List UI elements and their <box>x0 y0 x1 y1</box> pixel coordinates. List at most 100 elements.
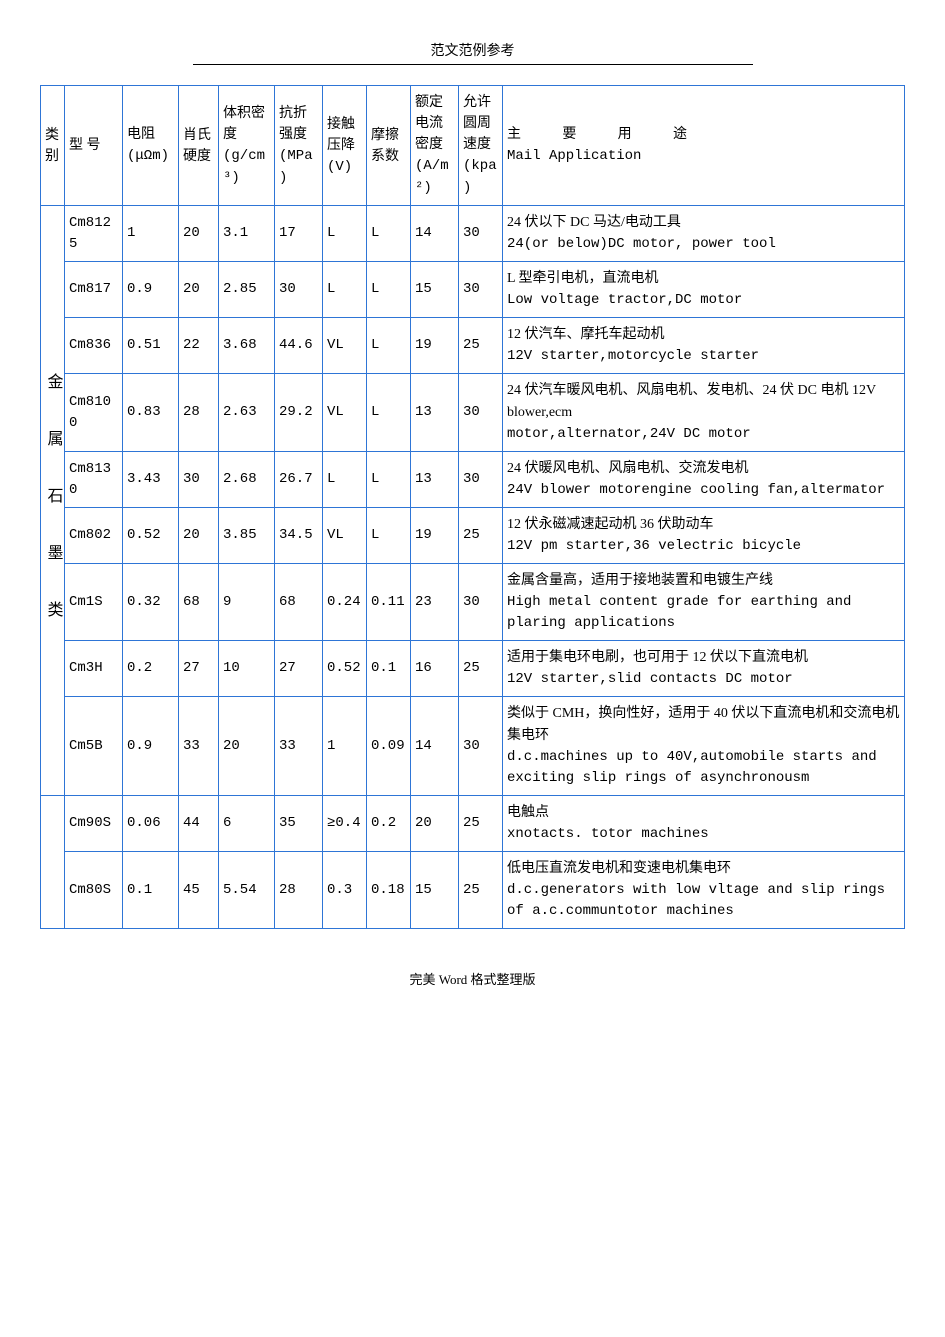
cell-current: 13 <box>411 374 459 452</box>
cell-app: 低电压直流发电机和变速电机集电环 d.c.generators with low… <box>503 852 905 929</box>
app-en: 12V starter,motorcycle starter <box>507 348 759 364</box>
table-body: 金 属 石 墨 类 Cm8125 1 20 3.1 17 L L 14 30 2… <box>41 206 905 929</box>
cell-voltage: L <box>323 262 367 318</box>
cell-resist: 0.1 <box>123 852 179 929</box>
cell-resist: 0.2 <box>123 641 179 697</box>
cell-current: 15 <box>411 262 459 318</box>
app-cn: 24 伏暖风电机、风扇电机、交流发电机 <box>507 461 749 476</box>
table-row: Cm817 0.9 20 2.85 30 L L 15 30 L 型牵引电机，直… <box>41 262 905 318</box>
cell-app: 电触点 xnotacts. totor machines <box>503 796 905 852</box>
app-en: motor,alternator,24V DC motor <box>507 426 751 442</box>
cell-current: 20 <box>411 796 459 852</box>
cell-strength: 29.2 <box>275 374 323 452</box>
cell-friction: 0.18 <box>367 852 411 929</box>
header-text: 摩擦系数 <box>371 128 399 164</box>
cell-strength: 44.6 <box>275 318 323 374</box>
cell-resist: 1 <box>123 206 179 262</box>
cell-speed: 30 <box>459 262 503 318</box>
cell-resist: 0.06 <box>123 796 179 852</box>
cell-hard: 68 <box>179 564 219 641</box>
app-en: 24(or below)DC motor, power tool <box>507 236 776 252</box>
cell-hard: 27 <box>179 641 219 697</box>
cell-speed: 25 <box>459 852 503 929</box>
category-cell: 金 属 石 墨 类 <box>41 206 65 796</box>
app-cn: 类似于 CMH，换向性好，适用于 40 伏以下直流电机和交流电机集电环 <box>507 706 899 743</box>
header-text: 肖氏硬度 <box>183 128 211 164</box>
table-row: Cm8100 0.83 28 2.63 29.2 VL L 13 30 24 伏… <box>41 374 905 452</box>
col-header-current: 额定电流密度 (A/m²) <box>411 86 459 206</box>
cell-speed: 25 <box>459 641 503 697</box>
cell-friction: L <box>367 318 411 374</box>
cell-voltage: VL <box>323 374 367 452</box>
cell-resist: 0.52 <box>123 508 179 564</box>
app-cn: L 型牵引电机，直流电机 <box>507 271 659 286</box>
cell-density: 6 <box>219 796 275 852</box>
app-cn: 低电压直流发电机和变速电机集电环 <box>507 861 731 876</box>
header-text: 类别 <box>45 128 59 164</box>
cell-strength: 68 <box>275 564 323 641</box>
table-row: Cm836 0.51 22 3.68 44.6 VL L 19 25 12 伏汽… <box>41 318 905 374</box>
table-row: 金 属 石 墨 类 Cm8125 1 20 3.1 17 L L 14 30 2… <box>41 206 905 262</box>
cell-strength: 30 <box>275 262 323 318</box>
cell-hard: 44 <box>179 796 219 852</box>
cell-hard: 22 <box>179 318 219 374</box>
table-row: Cm8130 3.43 30 2.68 26.7 L L 13 30 24 伏暖… <box>41 452 905 508</box>
header-text: 允许圆周速度 <box>463 95 491 152</box>
cell-current: 23 <box>411 564 459 641</box>
cell-resist: 0.9 <box>123 697 179 796</box>
cell-speed: 30 <box>459 374 503 452</box>
cell-speed: 30 <box>459 452 503 508</box>
cell-strength: 33 <box>275 697 323 796</box>
cell-density: 2.63 <box>219 374 275 452</box>
cell-speed: 25 <box>459 508 503 564</box>
table-row: Cm1S 0.32 68 9 68 0.24 0.11 23 30 金属含量高，… <box>41 564 905 641</box>
cell-model: Cm1S <box>65 564 123 641</box>
app-cn: 12 伏汽车、摩托车起动机 <box>507 327 665 342</box>
cell-friction: 0.1 <box>367 641 411 697</box>
cell-resist: 0.32 <box>123 564 179 641</box>
app-en: 12V pm starter,36 velectric bicycle <box>507 538 801 554</box>
cell-voltage: L <box>323 206 367 262</box>
cell-resist: 0.51 <box>123 318 179 374</box>
cell-friction: L <box>367 262 411 318</box>
cell-density: 9 <box>219 564 275 641</box>
cell-strength: 35 <box>275 796 323 852</box>
app-en: 24V blower motorengine cooling fan,alter… <box>507 482 885 498</box>
cell-strength: 27 <box>275 641 323 697</box>
cell-app: L 型牵引电机，直流电机 Low voltage tractor,DC moto… <box>503 262 905 318</box>
header-text: 抗折强度 <box>279 106 307 142</box>
cell-density: 5.54 <box>219 852 275 929</box>
app-en: d.c.machines up to 40V,automobile starts… <box>507 749 877 786</box>
cell-app: 类似于 CMH，换向性好，适用于 40 伏以下直流电机和交流电机集电环 d.c.… <box>503 697 905 796</box>
category-cell <box>41 796 65 929</box>
app-cn: 金属含量高，适用于接地装置和电镀生产线 <box>507 573 773 588</box>
header-sub: (μΩm) <box>127 148 169 164</box>
cell-speed: 30 <box>459 564 503 641</box>
table-header-row: 类别 型 号 电阻 (μΩm) 肖氏硬度 体积密度 (g/cm³) 抗折强度 (… <box>41 86 905 206</box>
cell-current: 14 <box>411 697 459 796</box>
cell-density: 2.68 <box>219 452 275 508</box>
col-header-hard: 肖氏硬度 <box>179 86 219 206</box>
cell-app: 24 伏暖风电机、风扇电机、交流发电机 24V blower motorengi… <box>503 452 905 508</box>
cell-voltage: 0.52 <box>323 641 367 697</box>
cell-app: 金属含量高，适用于接地装置和电镀生产线 High metal content g… <box>503 564 905 641</box>
cell-model: Cm8125 <box>65 206 123 262</box>
cell-speed: 25 <box>459 318 503 374</box>
table-row: Cm80S 0.1 45 5.54 28 0.3 0.18 15 25 低电压直… <box>41 852 905 929</box>
app-cn: 适用于集电环电刷，也可用于 12 伏以下直流电机 <box>507 650 808 665</box>
table-row: Cm5B 0.9 33 20 33 1 0.09 14 30 类似于 CMH，换… <box>41 697 905 796</box>
cell-voltage: 0.24 <box>323 564 367 641</box>
cell-density: 3.68 <box>219 318 275 374</box>
col-header-friction: 摩擦系数 <box>367 86 411 206</box>
cell-friction: L <box>367 206 411 262</box>
cell-app: 24 伏以下 DC 马达/电动工具 24(or below)DC motor, … <box>503 206 905 262</box>
col-header-resist: 电阻 (μΩm) <box>123 86 179 206</box>
header-underline <box>193 64 753 65</box>
cell-hard: 45 <box>179 852 219 929</box>
table-row: Cm3H 0.2 27 10 27 0.52 0.1 16 25 适用于集电环电… <box>41 641 905 697</box>
cell-hard: 20 <box>179 206 219 262</box>
col-header-app: 主 要 用 途 Mail Application <box>503 86 905 206</box>
cell-voltage: L <box>323 452 367 508</box>
cell-model: Cm90S <box>65 796 123 852</box>
materials-table: 类别 型 号 电阻 (μΩm) 肖氏硬度 体积密度 (g/cm³) 抗折强度 (… <box>40 85 905 929</box>
